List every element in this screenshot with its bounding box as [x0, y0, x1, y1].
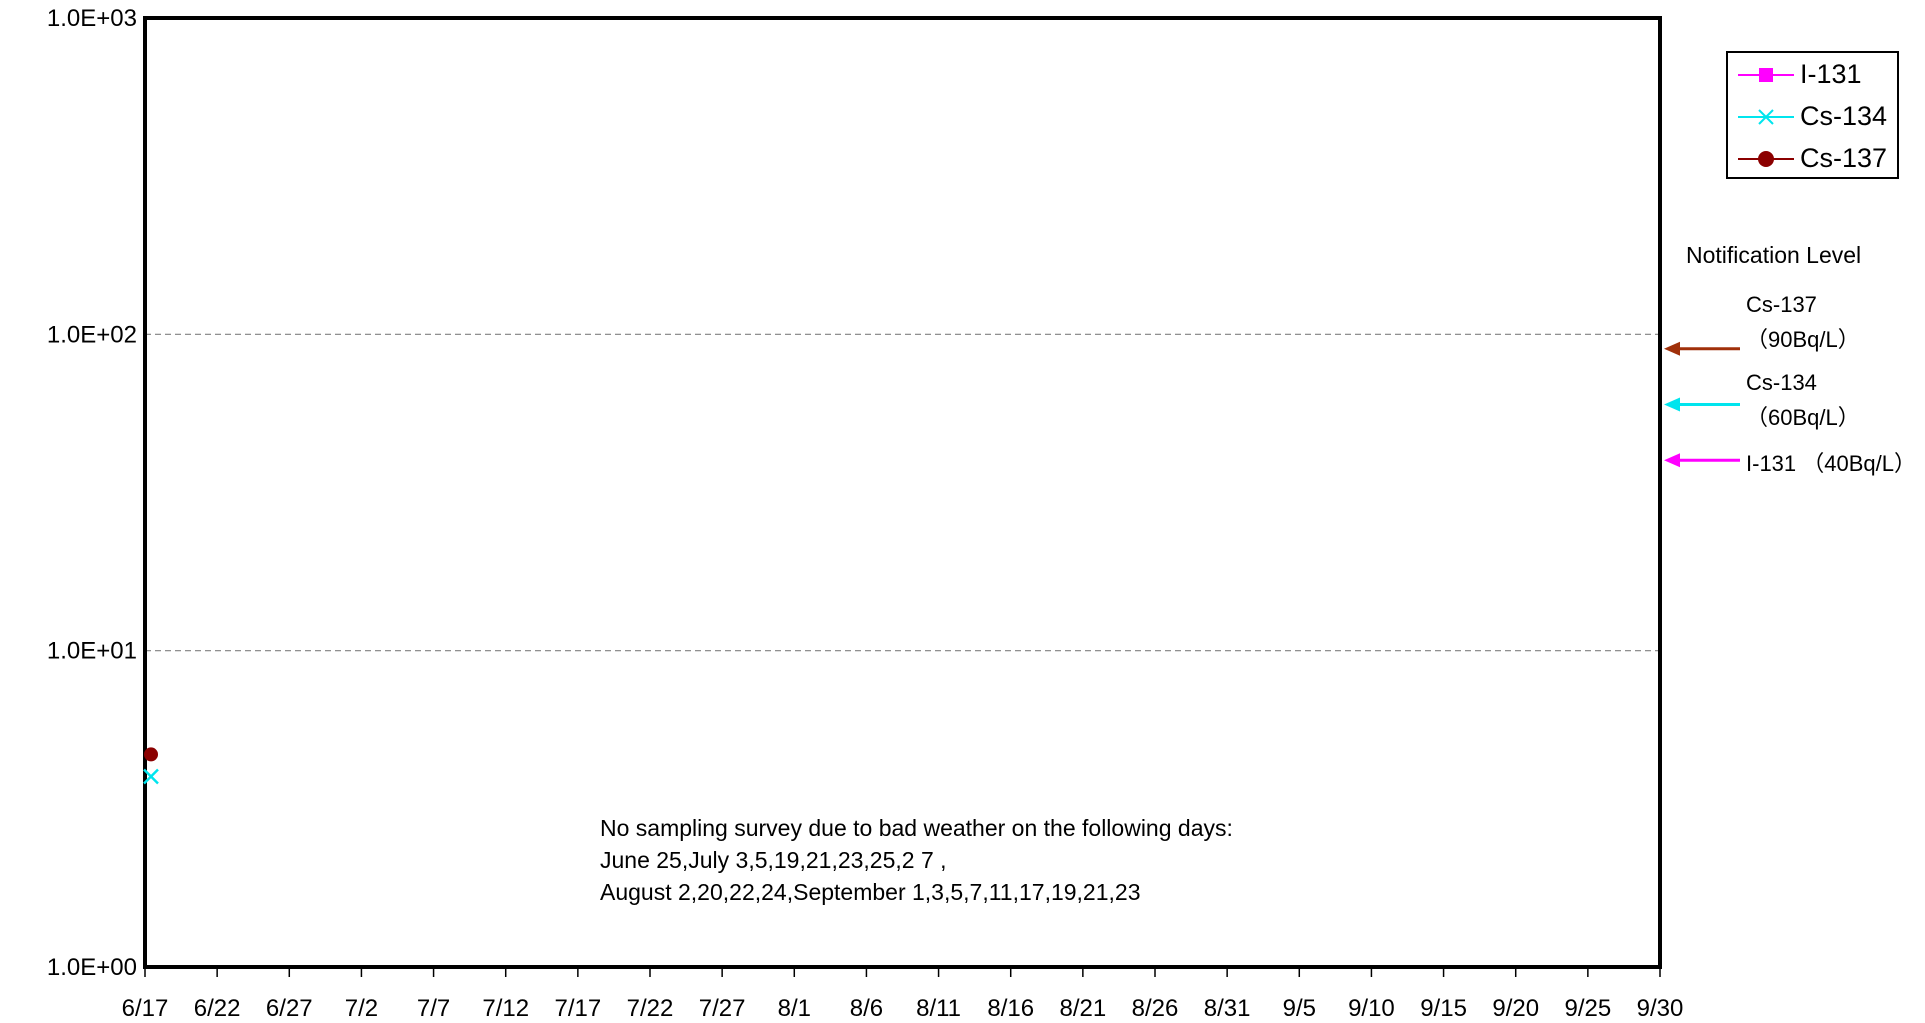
- legend: I-131 Cs-134 Cs-137: [1726, 51, 1899, 179]
- x-tick-label: 9/5: [1283, 995, 1316, 1022]
- y-tick-label: 1.0E+01: [47, 638, 137, 665]
- x-tick-label: 8/31: [1204, 995, 1251, 1022]
- y-tick-label: 1.0E+03: [47, 5, 137, 32]
- notification-level-title: Notification Level: [1686, 242, 1862, 268]
- cs134-notification-arrow: [1664, 397, 1740, 412]
- legend-item-cs134: Cs-134: [1736, 97, 1896, 137]
- legend-item-i131: I-131: [1736, 55, 1896, 95]
- legend-item-cs137: Cs-137: [1736, 139, 1896, 179]
- circle-marker-icon: [1738, 151, 1794, 167]
- x-tick-label: 6/17: [122, 995, 169, 1022]
- x-tick-label: 6/22: [194, 995, 241, 1022]
- x-tick-label: 9/20: [1492, 995, 1539, 1022]
- note-line-1: No sampling survey due to bad weather on…: [600, 815, 1233, 841]
- x-tick-label: 9/10: [1348, 995, 1395, 1022]
- y-tick-label: 1.0E+02: [47, 321, 137, 348]
- data-marks: [143, 747, 159, 785]
- x-tick-label: 7/17: [554, 995, 601, 1022]
- i131-notification-arrow: [1664, 453, 1740, 468]
- note-line-3: August 2,20,22,24,September 1,3,5,7,11,1…: [600, 879, 1141, 905]
- notification-arrows: [1664, 341, 1740, 468]
- x-tick-label: 8/6: [850, 995, 883, 1022]
- x-tick-label: 7/22: [627, 995, 674, 1022]
- notification-cs137-value: （90Bq/L）: [1746, 327, 1860, 352]
- x-tick-label: 9/30: [1637, 995, 1684, 1022]
- grid-lines: [145, 333, 1660, 652]
- x-tick-label: 7/12: [482, 995, 529, 1022]
- x-tick-label: 7/27: [699, 995, 746, 1022]
- x-tick-label: 7/7: [417, 995, 450, 1022]
- x-tick-label: 8/11: [916, 995, 961, 1022]
- notification-i131-label: I-131 （40Bq/L）: [1746, 451, 1916, 476]
- arrow-head: [1664, 341, 1680, 356]
- arrow-head: [1664, 453, 1680, 468]
- square-marker-icon: [1738, 68, 1794, 82]
- notification-cs137-label: Cs-137: [1746, 292, 1817, 317]
- x-tick-label: 8/16: [987, 995, 1034, 1022]
- notification-cs134-value: （60Bq/L）: [1746, 405, 1860, 430]
- cs137-point: [144, 747, 158, 762]
- x-tick-label: 7/2: [345, 995, 378, 1022]
- legend-label-i131: I-131: [1800, 59, 1862, 89]
- no-sampling-note: No sampling survey due to bad weather on…: [600, 812, 1233, 908]
- note-line-2: June 25,July 3,5,19,21,23,25,2 7 ,: [600, 847, 947, 873]
- notification-cs134-label: Cs-134: [1746, 370, 1817, 395]
- y-tick-label: 1.0E+00: [47, 954, 137, 981]
- y-axis: 1.0E+00 1.0E+01 1.0E+02 1.0E+03: [47, 5, 137, 981]
- cs134-point: [143, 768, 159, 785]
- x-tick-label: 6/27: [266, 995, 313, 1022]
- x-marker-icon: [1738, 109, 1794, 125]
- plot-area-frame: [143, 16, 1662, 969]
- x-tick-label: 8/26: [1132, 995, 1179, 1022]
- x-tick-label: 9/25: [1564, 995, 1611, 1022]
- x-tick-label: 8/21: [1059, 995, 1106, 1022]
- legend-label-cs134: Cs-134: [1800, 101, 1888, 131]
- x-axis: 6/17 6/22 6/27 7/2 7/7 7/12 7/17 7/22 7/27 8/1 8/6…: [122, 967, 1684, 1022]
- legend-label-cs137: Cs-137: [1800, 143, 1888, 173]
- x-tick-label: 8/1: [778, 995, 811, 1022]
- x-tick-label: 9/15: [1420, 995, 1467, 1022]
- arrow-head: [1664, 397, 1680, 412]
- cs134-point-stroke: [143, 768, 159, 785]
- cs137-notification-arrow: [1664, 341, 1740, 356]
